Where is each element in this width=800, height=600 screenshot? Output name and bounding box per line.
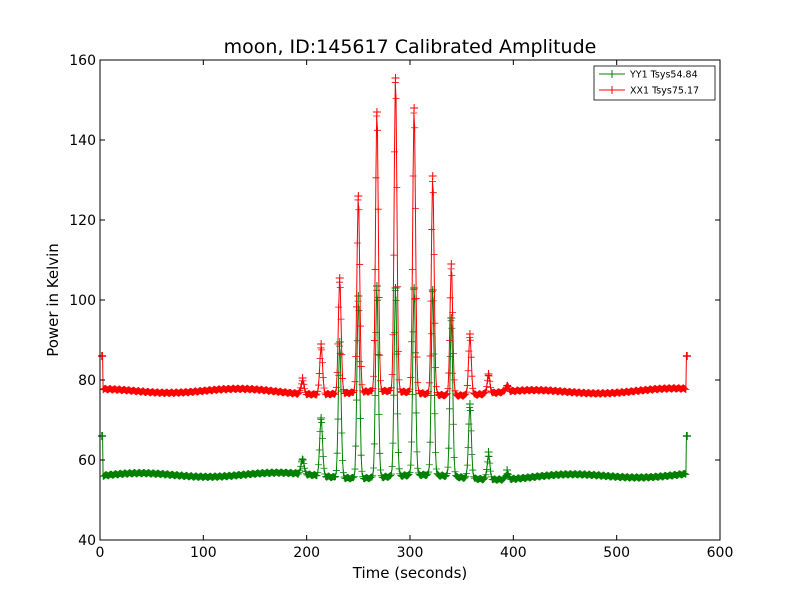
x-tick-label: 100 xyxy=(190,545,217,561)
plot-background xyxy=(100,60,720,540)
plot-area: 0 100 200 300 400 500 600 40 60 80 100 120 140 160 xyxy=(69,53,733,561)
x-tick-label: 300 xyxy=(397,545,424,561)
x-tick-label: 600 xyxy=(707,545,734,561)
end-point xyxy=(682,352,691,360)
y-tick-label: 120 xyxy=(69,213,96,229)
legend-label-yy1: YY1 Tsys54.84 xyxy=(629,70,698,81)
peak-point xyxy=(428,172,437,180)
x-tick-label: 200 xyxy=(293,545,320,561)
legend-entry-xx1: XX1 Tsys75.17 xyxy=(599,86,699,97)
chart-title: moon, ID:145617 Calibrated Amplitude xyxy=(224,36,597,58)
end-point xyxy=(98,352,107,360)
peak-point xyxy=(317,340,326,348)
y-tick-label: 160 xyxy=(69,53,96,69)
legend-marker-yy1 xyxy=(608,70,616,78)
y-tick-label: 80 xyxy=(78,373,96,389)
peak-point xyxy=(447,260,456,268)
legend: YY1 Tsys54.84 XX1 Tsys75.17 xyxy=(593,65,716,101)
x-tick-label: 400 xyxy=(500,545,527,561)
peak-point xyxy=(354,192,363,200)
peak-point xyxy=(484,370,493,378)
peak-point xyxy=(465,330,474,338)
peak-point xyxy=(372,282,381,290)
series-xx1 xyxy=(98,74,691,400)
peak-point xyxy=(317,414,326,422)
legend-entry-yy1: YY1 Tsys54.84 xyxy=(599,70,698,81)
end-point xyxy=(682,432,691,440)
y-tick-label: 100 xyxy=(69,293,96,309)
peak-point xyxy=(410,104,419,112)
legend-marker-xx1 xyxy=(608,86,616,94)
peak-point xyxy=(335,274,344,282)
peak-point xyxy=(447,314,456,322)
peak-point xyxy=(484,448,493,456)
peak-point xyxy=(298,456,307,464)
peak-point xyxy=(465,400,474,408)
x-tick-label: 0 xyxy=(96,545,105,561)
peak-point xyxy=(391,74,400,82)
peak-point xyxy=(428,286,437,294)
peak-point xyxy=(391,284,400,292)
x-axis-label: Time (seconds) xyxy=(352,564,468,582)
y-axis-label: Power in Kelvin xyxy=(44,243,62,357)
x-tick-label: 500 xyxy=(603,545,630,561)
peak-point xyxy=(372,108,381,116)
series-layer xyxy=(98,74,691,484)
ticks-layer: 0 100 200 300 400 500 600 40 60 80 100 120 140 160 xyxy=(69,53,733,561)
legend-box xyxy=(593,65,716,101)
peak-point xyxy=(503,382,512,390)
y-tick-label: 60 xyxy=(78,453,96,469)
y-tick-label: 40 xyxy=(78,533,96,549)
peak-point xyxy=(335,338,344,346)
peak-point xyxy=(354,292,363,300)
end-point xyxy=(98,432,107,440)
peak-point xyxy=(410,284,419,292)
series-yy1 xyxy=(98,282,691,484)
peak-point xyxy=(503,466,512,474)
y-tick-label: 140 xyxy=(69,133,96,149)
legend-label-xx1: XX1 Tsys75.17 xyxy=(630,86,699,97)
peak-point xyxy=(298,374,307,382)
